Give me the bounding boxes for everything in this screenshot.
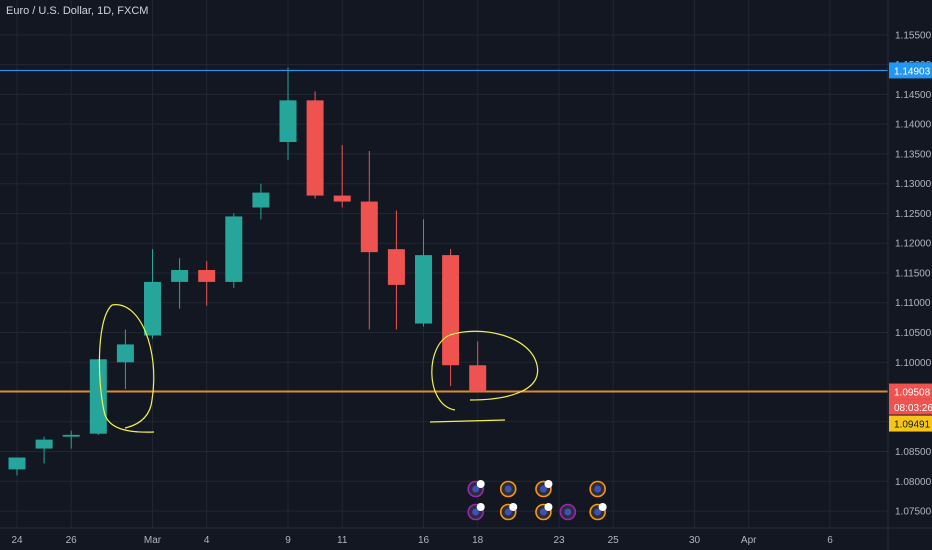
x-tick-label: 11 — [337, 535, 348, 546]
candle-body — [279, 100, 297, 143]
y-tick-label: 1.08500 — [895, 447, 932, 458]
candle-body — [62, 434, 80, 437]
x-tick-label: 26 — [66, 535, 78, 546]
candle-body — [35, 439, 53, 449]
resistance-price-label: 1.14903 — [894, 66, 931, 77]
flag-icon — [472, 485, 480, 493]
event-markers[interactable] — [467, 480, 607, 521]
price-tags: 1.14903 1.09508 08:03:26 1.09491 — [889, 62, 932, 432]
candle-body — [225, 216, 243, 282]
last-price-tag — [889, 383, 932, 400]
x-tick-label: Mar — [144, 535, 162, 546]
candle-body — [198, 270, 216, 282]
x-tick-label: 24 — [11, 535, 23, 546]
candle-body — [306, 100, 324, 196]
candles — [8, 67, 487, 476]
event-count-badge — [598, 503, 607, 511]
flag-icon — [504, 485, 512, 493]
x-tick-label: 4 — [204, 535, 210, 546]
x-tick-label: 18 — [472, 535, 484, 546]
x-tick-label: 16 — [418, 535, 430, 546]
candle-body — [442, 255, 460, 366]
candle-body — [387, 249, 405, 285]
y-tick-label: 1.14500 — [895, 90, 932, 101]
last-price-label: 1.09508 — [894, 388, 931, 399]
x-tick-label: 6 — [827, 535, 833, 546]
y-tick-label: 1.10500 — [895, 328, 932, 339]
candle-body — [144, 281, 161, 336]
flag-icon — [504, 508, 512, 516]
y-tick-label: 1.13500 — [895, 149, 932, 160]
y-tick-label: 1.12500 — [895, 209, 932, 220]
flag-icon — [594, 508, 602, 516]
resistance-price-tag — [889, 62, 932, 79]
y-tick-label: 1.07500 — [895, 507, 932, 518]
y-tick-label: 1.08000 — [895, 477, 932, 488]
flag-icon — [539, 485, 547, 493]
event-count-badge — [476, 503, 485, 511]
event-count-badge — [544, 503, 553, 511]
event-count-badge — [509, 503, 518, 511]
flag-icon — [472, 508, 480, 516]
annotation-loop-right — [429, 330, 539, 423]
event-count-badge — [476, 480, 485, 488]
candle-body — [8, 457, 26, 470]
y-tick-label: 1.11000 — [895, 298, 931, 309]
candle-timer-tag — [889, 399, 932, 415]
chart-title: Euro / U.S. Dollar, 1D, FXCM — [6, 5, 149, 17]
candle-timer-label: 08:03:26 — [894, 403, 932, 414]
x-tick-label: 25 — [608, 535, 620, 546]
candle-body — [469, 365, 487, 392]
candle-body — [415, 255, 432, 324]
y-tick-label: 1.13000 — [895, 179, 932, 190]
y-tick-label: 1.15500 — [895, 30, 932, 41]
x-tick-label: 30 — [689, 535, 701, 546]
candle-body — [171, 270, 189, 282]
candle-body — [252, 192, 270, 208]
y-tick-label: 1.14000 — [895, 120, 932, 131]
low-price-label: 1.09491 — [894, 420, 931, 431]
x-tick-label: 23 — [553, 535, 565, 546]
y-tick-label: 1.10000 — [895, 358, 932, 369]
candle-body — [333, 195, 351, 202]
low-price-tag — [889, 415, 932, 432]
y-tick-label: 1.12000 — [895, 239, 932, 250]
x-tick-label: Apr — [741, 535, 757, 546]
candle-body — [360, 201, 378, 253]
candle-body — [89, 359, 107, 434]
flag-icon — [564, 508, 572, 516]
annotation-loop-left — [98, 304, 155, 433]
flag-icon — [539, 508, 547, 516]
event-count-badge — [544, 480, 553, 488]
annotations — [98, 304, 539, 433]
horizontal-lines — [0, 69, 888, 393]
candle-body — [116, 344, 134, 363]
y-tick-label: 1.11500 — [895, 268, 931, 279]
x-tick-label: 9 — [285, 535, 291, 546]
flag-icon — [594, 485, 602, 493]
